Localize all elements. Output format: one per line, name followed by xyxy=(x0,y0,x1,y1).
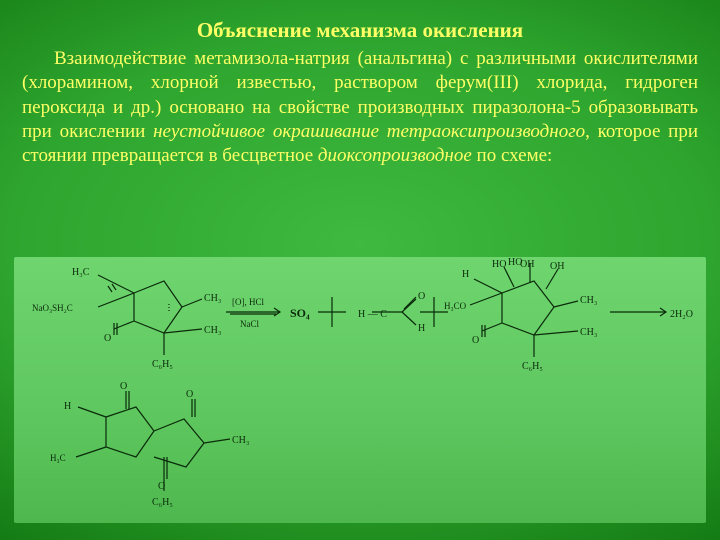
reaction-scheme: H₃C NaO₃SH₂C CH₃ CH₃ C₆H₅ O [O], HCl NaC… xyxy=(14,257,706,523)
lbl-so4: SO₄ xyxy=(290,306,310,320)
lbl-ohho-mid: HO xyxy=(508,257,522,268)
lbl-ch3-2b: CH₃ xyxy=(580,327,597,338)
lbl-nao3s: NaO₃SH₂C xyxy=(32,303,73,313)
para-italic1: неустойчивое окрашивание тетраоксипроизв… xyxy=(153,121,585,142)
slide-title: Объяснение механизма окисления xyxy=(22,18,698,43)
para-part3: по схеме: xyxy=(472,145,553,166)
lbl-hco: H — C xyxy=(358,309,387,320)
lbl-o-1: O xyxy=(104,333,111,344)
lbl-o-top1: O xyxy=(120,381,127,392)
lbl-ch3-1b: CH₃ xyxy=(204,325,221,336)
lbl-2h2o: 2H₂O xyxy=(670,309,693,320)
lbl-h-2a: H xyxy=(64,401,71,412)
lbl-c6h5-2: C₆H₅ xyxy=(522,361,543,372)
lbl-h-int: H xyxy=(462,269,469,280)
lbl-h3co: H₃CO xyxy=(444,301,467,311)
lbl-o-bot: O xyxy=(158,481,165,492)
lbl-ho-1: HO xyxy=(492,259,506,270)
lbl-h3c-1: H₃C xyxy=(72,267,90,278)
lbl-hco-o: O xyxy=(418,291,425,302)
lbl-ch3-2a: CH₃ xyxy=(580,295,597,306)
lbl-o-top2: O xyxy=(186,389,193,400)
lbl-reagent-bot: NaCl xyxy=(240,319,259,329)
lbl-hco-h: H xyxy=(418,323,425,334)
lbl-reagent-top: [O], HCl xyxy=(232,297,264,307)
lbl-o-2: O xyxy=(472,335,479,346)
product-dioxo xyxy=(76,391,230,491)
lbl-c6h5-3: C₆H₅ xyxy=(152,497,173,508)
arrow-2 xyxy=(610,308,666,316)
slide-paragraph: Взаимодействие метамизола-натрия (анальг… xyxy=(22,47,698,169)
lbl-h3c-2: H₃C xyxy=(50,453,66,463)
para-italic2: диоксопроизводное xyxy=(318,145,472,166)
reactant-1 xyxy=(98,275,202,355)
lbl-ch3-1a: CH₃ xyxy=(204,293,221,304)
arrow-1 xyxy=(226,308,280,316)
lbl-ch3-3: CH₃ xyxy=(232,435,249,446)
lbl-oh-2: OH xyxy=(550,261,564,272)
intermediate xyxy=(470,263,578,357)
lbl-c6h5-1: C₆H₅ xyxy=(152,359,173,370)
